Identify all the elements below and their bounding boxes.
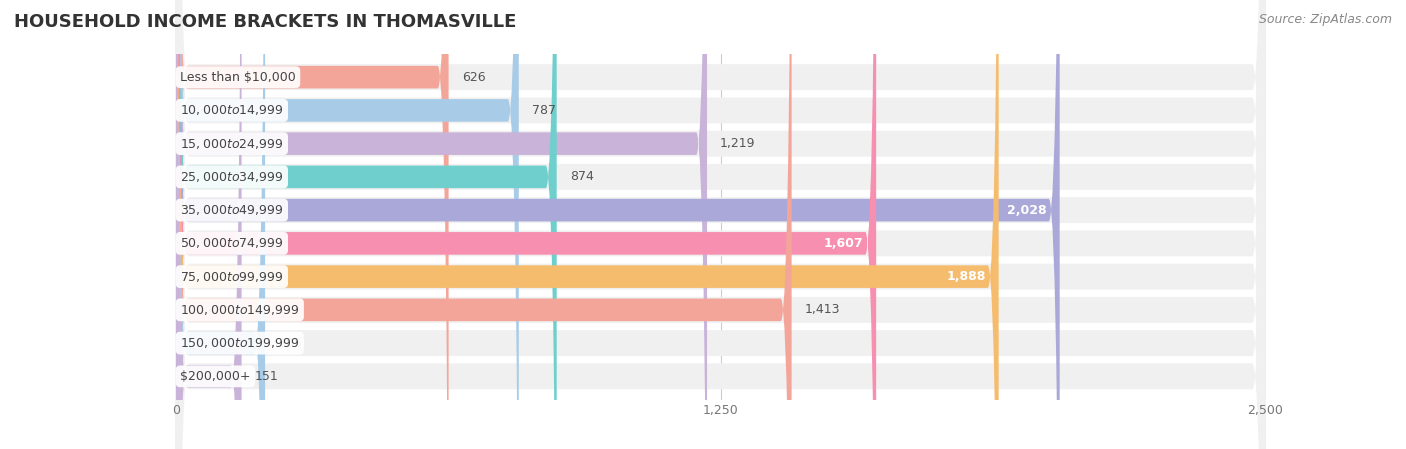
FancyBboxPatch shape [176,0,519,449]
FancyBboxPatch shape [176,0,1265,449]
Text: HOUSEHOLD INCOME BRACKETS IN THOMASVILLE: HOUSEHOLD INCOME BRACKETS IN THOMASVILLE [14,13,516,31]
FancyBboxPatch shape [176,0,1265,449]
Text: 874: 874 [569,170,593,183]
FancyBboxPatch shape [176,0,1265,449]
Text: $75,000 to $99,999: $75,000 to $99,999 [180,269,284,284]
FancyBboxPatch shape [176,0,1265,449]
Text: 2,028: 2,028 [1007,204,1046,216]
FancyBboxPatch shape [176,0,242,449]
FancyBboxPatch shape [176,0,876,449]
FancyBboxPatch shape [176,0,1265,449]
Text: 151: 151 [254,370,278,383]
FancyBboxPatch shape [176,0,792,449]
FancyBboxPatch shape [176,0,707,449]
Text: Source: ZipAtlas.com: Source: ZipAtlas.com [1258,13,1392,26]
Text: 205: 205 [278,337,302,350]
Text: $15,000 to $24,999: $15,000 to $24,999 [180,136,284,150]
FancyBboxPatch shape [176,0,1265,449]
Text: $50,000 to $74,999: $50,000 to $74,999 [180,236,284,251]
FancyBboxPatch shape [176,0,1265,449]
FancyBboxPatch shape [176,0,1265,449]
FancyBboxPatch shape [176,0,557,449]
Text: 1,607: 1,607 [824,237,863,250]
Text: $10,000 to $14,999: $10,000 to $14,999 [180,103,284,117]
Text: $200,000+: $200,000+ [180,370,250,383]
Text: Less than $10,000: Less than $10,000 [180,70,295,84]
Text: $100,000 to $149,999: $100,000 to $149,999 [180,303,299,317]
Text: 626: 626 [461,70,485,84]
Text: $25,000 to $34,999: $25,000 to $34,999 [180,170,284,184]
FancyBboxPatch shape [176,0,998,449]
Text: 1,888: 1,888 [946,270,986,283]
FancyBboxPatch shape [176,0,1265,449]
Text: $150,000 to $199,999: $150,000 to $199,999 [180,336,299,350]
FancyBboxPatch shape [176,0,266,449]
FancyBboxPatch shape [176,0,1060,449]
FancyBboxPatch shape [176,0,1265,449]
Text: 1,413: 1,413 [804,304,841,317]
Text: 1,219: 1,219 [720,137,755,150]
Text: 787: 787 [531,104,555,117]
FancyBboxPatch shape [176,0,449,449]
Text: $35,000 to $49,999: $35,000 to $49,999 [180,203,284,217]
